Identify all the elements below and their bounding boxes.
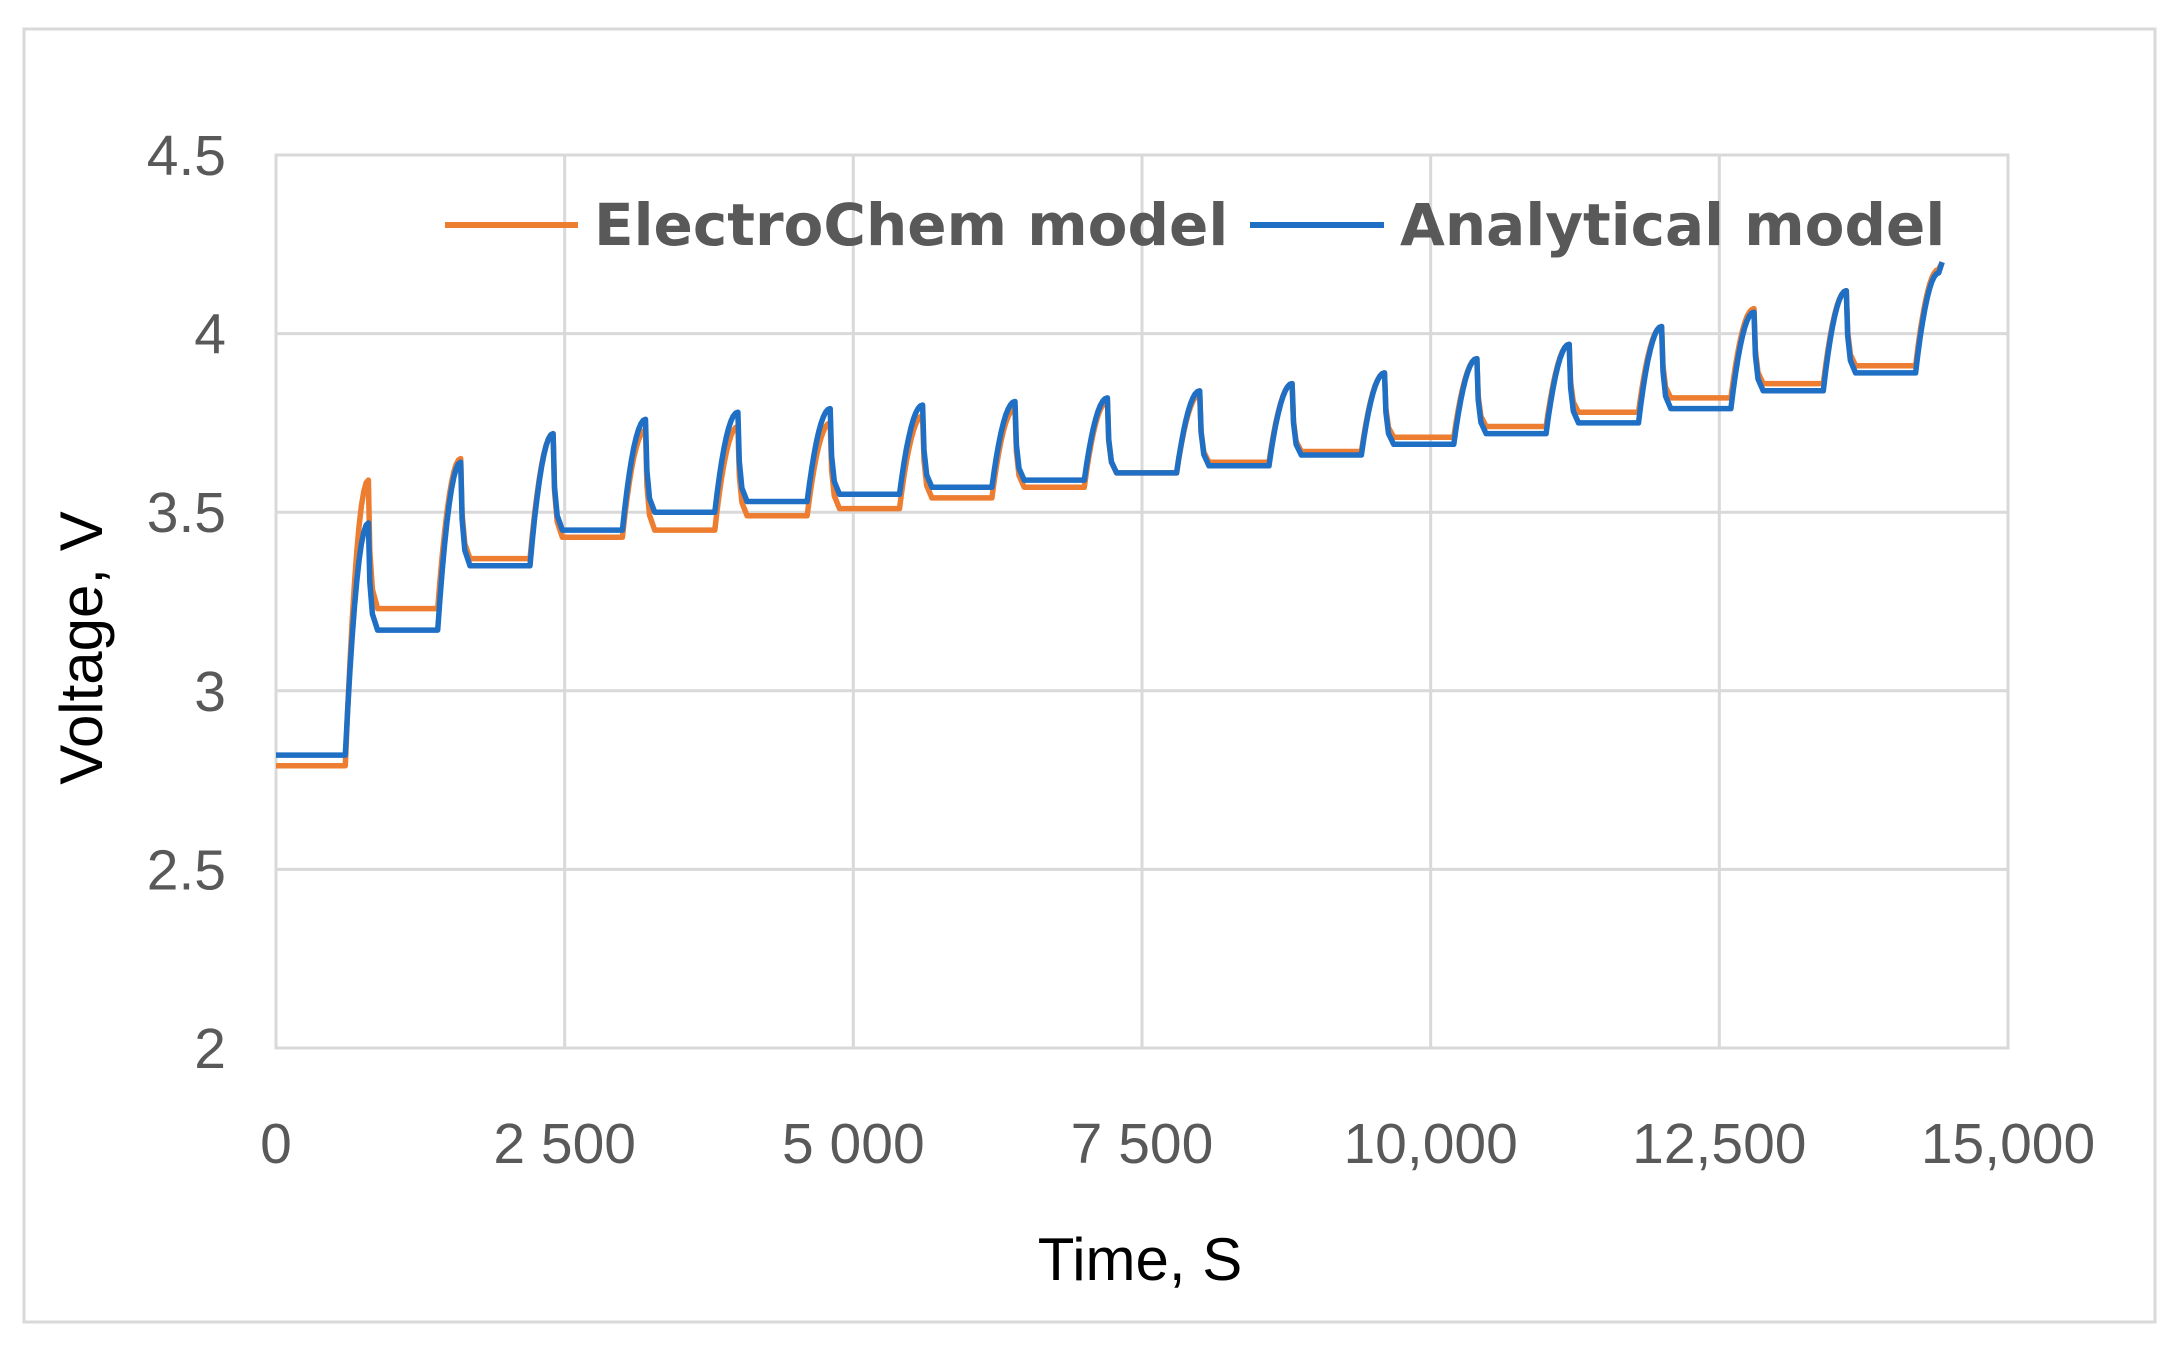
y-tick-label: 2.5 [147, 838, 226, 902]
y-tick-label: 2 [194, 1017, 226, 1081]
x-axis-title: Time, S [1038, 1226, 1242, 1293]
y-tick-label: 4.5 [147, 124, 226, 188]
x-tick-label: 5 000 [782, 1112, 925, 1176]
plot-lines [276, 260, 1945, 769]
legend: ElectroChem model Analytical model [445, 191, 1945, 259]
gridlines [274, 153, 2010, 1050]
x-axis-tick-labels: 0 2 500 5 000 7 500 10,000 12,500 15,000 [260, 1112, 2095, 1176]
chart-outer-border [22, 27, 2157, 1324]
series-line-analytical [276, 261, 1945, 758]
y-axis-title: Voltage, V [48, 511, 115, 785]
legend-label-electrochem: ElectroChem model [594, 191, 1228, 259]
legend-label-analytical: Analytical model [1400, 191, 1945, 259]
y-tick-label: 3.5 [147, 481, 226, 545]
x-tick-label: 12,500 [1632, 1112, 1806, 1176]
x-tick-label: 10,000 [1343, 1112, 1517, 1176]
y-tick-label: 4 [194, 303, 226, 367]
x-tick-label: 7 500 [1071, 1112, 1214, 1176]
x-tick-label: 15,000 [1921, 1112, 2095, 1176]
x-tick-label: 0 [260, 1112, 292, 1176]
y-axis-tick-labels: 2 2.5 3 3.5 4 4.5 [147, 124, 226, 1081]
x-tick-label: 2 500 [493, 1112, 636, 1176]
y-tick-label: 3 [194, 660, 226, 724]
